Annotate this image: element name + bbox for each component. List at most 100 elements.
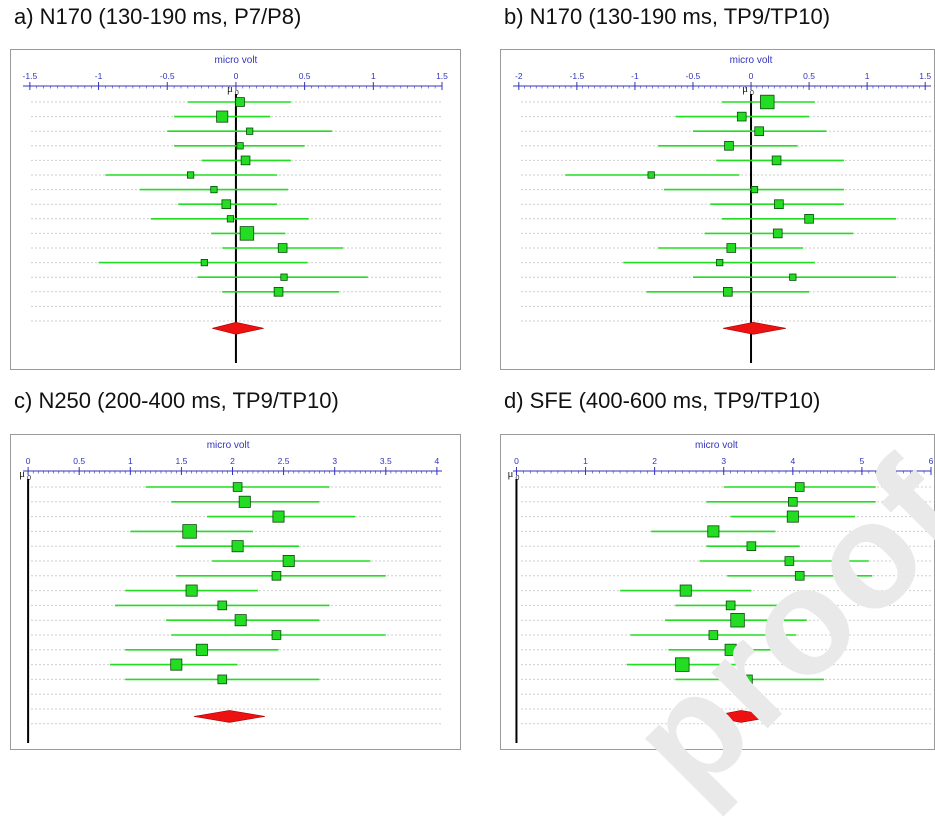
study-marker: [724, 141, 734, 151]
tick-label: 5: [860, 456, 865, 466]
study-marker: [277, 243, 288, 253]
study-marker: [789, 273, 797, 281]
study-marker: [754, 126, 764, 137]
tick-label: 3.5: [380, 456, 392, 466]
study-marker: [186, 171, 195, 179]
tick-label: 0.5: [803, 71, 815, 81]
study-marker: [217, 674, 228, 685]
study-marker: [725, 600, 736, 611]
axis-label: micro volt: [695, 440, 738, 451]
tick-label: 0: [514, 456, 519, 466]
panel-c-title: c) N250 (200-400 ms, TP9/TP10): [14, 388, 339, 413]
study-marker: [679, 584, 692, 597]
study-marker: [185, 584, 198, 597]
study-marker: [772, 228, 783, 239]
mu-label: μ: [508, 468, 514, 480]
study-marker: [647, 171, 655, 179]
tick-label: 1.5: [436, 71, 448, 81]
study-marker: [282, 555, 295, 568]
study-marker: [272, 510, 285, 523]
tick-label: 6: [929, 456, 934, 466]
tick-label: -1.5: [570, 71, 585, 81]
study-marker: [271, 630, 282, 640]
study-marker: [236, 142, 244, 150]
study-marker: [760, 94, 775, 110]
tick-label: 0.5: [299, 71, 311, 81]
tick-label: -1: [95, 71, 103, 81]
tick-label: 4: [790, 456, 795, 466]
panel-a-plot: micro volt -1.5 -1 -0.5 0 0.5 1 1.5 μ 0: [10, 49, 461, 370]
study-marker: [786, 510, 799, 523]
study-marker: [195, 643, 208, 656]
tick-label: -2: [515, 71, 523, 81]
mu-subscript: 0: [27, 475, 31, 482]
tick-label: 2: [652, 456, 657, 466]
tick-label: 1.5: [175, 456, 187, 466]
study-marker: [239, 226, 255, 241]
study-marker: [723, 286, 733, 297]
study-marker: [784, 556, 795, 566]
tick-label: -1: [631, 71, 639, 81]
mu-subscript: 0: [515, 475, 519, 482]
study-marker: [226, 215, 235, 223]
study-marker: [675, 657, 690, 672]
tick-label: 3: [332, 456, 337, 466]
study-marker: [217, 600, 228, 611]
tick-label: -0.5: [686, 71, 701, 81]
study-marker: [730, 612, 745, 628]
forest-plot-d: micro volt 0 1 2 3 4 5 6 μ 0: [508, 440, 934, 743]
forest-plot-a: micro volt -1.5 -1 -0.5 0 0.5 1 1.5 μ 0: [23, 55, 448, 363]
panel-b-plot: micro volt -2 -1.5 -1 -0.5 0 0.5 1 1.5 μ 0: [500, 49, 935, 370]
study-marker: [743, 674, 753, 685]
axis-label: micro volt: [215, 55, 258, 66]
study-marker: [231, 540, 244, 553]
study-marker: [170, 658, 183, 671]
study-marker: [210, 185, 218, 194]
tick-label: 2: [230, 456, 235, 466]
study-marker: [716, 258, 724, 267]
study-marker: [238, 495, 251, 508]
study-marker: [708, 630, 719, 640]
mu-subscript: 0: [235, 90, 239, 97]
mu-label: μ: [227, 83, 233, 95]
study-marker: [774, 199, 784, 210]
study-marker: [271, 570, 282, 581]
pooled-diamond: [709, 710, 776, 723]
study-marker: [746, 541, 757, 552]
study-marker: [726, 243, 737, 253]
pooled-diamond: [723, 321, 786, 335]
mu-label: μ: [742, 83, 748, 95]
panel-a-title: a) N170 (130-190 ms, P7/P8): [14, 4, 302, 29]
tick-label: -1.5: [23, 71, 38, 81]
study-marker: [804, 213, 814, 224]
tick-label: 0: [234, 71, 239, 81]
axis-label: micro volt: [730, 55, 773, 66]
tick-label: -0.5: [160, 71, 175, 81]
study-marker: [794, 570, 805, 581]
study-marker: [788, 497, 798, 507]
study-marker: [235, 97, 245, 107]
mu-label: μ: [19, 468, 25, 480]
pooled-diamond: [212, 321, 264, 335]
tick-label: 1: [583, 456, 588, 466]
tick-label: 0.5: [73, 456, 85, 466]
forest-plot-b: micro volt -2 -1.5 -1 -0.5 0 0.5 1 1.5 μ 0: [513, 55, 931, 363]
tick-label: 1: [371, 71, 376, 81]
study-marker: [280, 273, 288, 281]
study-marker: [750, 185, 759, 194]
study-marker: [246, 127, 254, 135]
tick-label: 1.5: [919, 71, 931, 81]
study-marker: [200, 258, 208, 267]
pooled-diamond: [193, 710, 265, 723]
tick-label: 4: [435, 456, 440, 466]
study-marker: [794, 482, 805, 492]
tick-label: 1: [128, 456, 133, 466]
study-marker: [234, 614, 247, 627]
tick-label: 3: [721, 456, 726, 466]
study-marker: [240, 155, 251, 166]
study-marker: [724, 643, 737, 656]
tick-label: 2.5: [278, 456, 290, 466]
study-marker: [273, 286, 284, 297]
study-marker: [707, 525, 720, 538]
panel-d-plot: micro volt 0 1 2 3 4 5 6 μ 0: [500, 434, 935, 750]
